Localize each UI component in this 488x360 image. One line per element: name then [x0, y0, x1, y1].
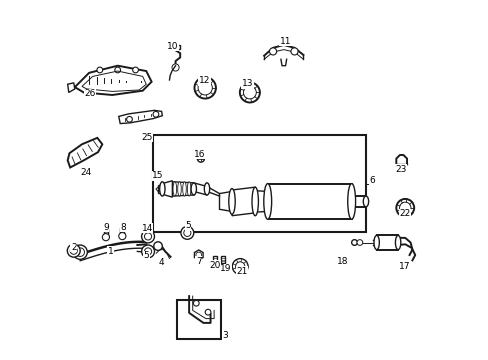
Ellipse shape	[373, 235, 379, 249]
Text: 20: 20	[209, 261, 221, 270]
Text: 25: 25	[142, 132, 153, 141]
Circle shape	[115, 67, 121, 73]
Text: 4: 4	[159, 258, 164, 267]
Polygon shape	[119, 111, 162, 123]
Text: 22: 22	[399, 210, 410, 219]
Circle shape	[197, 155, 204, 162]
Ellipse shape	[263, 184, 271, 219]
Circle shape	[102, 234, 109, 241]
Bar	[221, 256, 224, 263]
Circle shape	[193, 300, 199, 306]
Text: 3: 3	[222, 331, 227, 340]
Ellipse shape	[395, 235, 400, 249]
Circle shape	[183, 229, 190, 237]
Text: 2: 2	[71, 243, 77, 252]
Circle shape	[76, 248, 84, 256]
Text: 10: 10	[166, 41, 178, 50]
Polygon shape	[231, 187, 255, 216]
Circle shape	[144, 233, 151, 240]
Circle shape	[153, 111, 159, 117]
Bar	[153, 135, 365, 232]
Bar	[213, 256, 217, 263]
Polygon shape	[194, 250, 203, 260]
Text: 13: 13	[241, 79, 253, 88]
Circle shape	[132, 67, 138, 73]
Polygon shape	[193, 183, 206, 195]
Polygon shape	[67, 83, 75, 93]
Circle shape	[97, 67, 102, 73]
Text: 24: 24	[80, 168, 91, 177]
Ellipse shape	[363, 196, 368, 207]
Text: 17: 17	[398, 262, 409, 271]
Text: 23: 23	[394, 165, 406, 174]
Circle shape	[232, 258, 247, 274]
Bar	[172, 45, 180, 49]
Text: 5: 5	[185, 221, 190, 230]
Text: 7: 7	[196, 257, 201, 266]
Text: 12: 12	[199, 76, 210, 85]
Text: 5: 5	[143, 251, 149, 260]
Ellipse shape	[251, 187, 258, 216]
Circle shape	[73, 245, 87, 259]
Text: 21: 21	[236, 267, 247, 276]
Ellipse shape	[183, 182, 186, 196]
Polygon shape	[219, 192, 231, 211]
Text: 9: 9	[103, 222, 108, 231]
Circle shape	[243, 86, 256, 99]
Circle shape	[198, 81, 212, 95]
Circle shape	[153, 242, 162, 250]
Circle shape	[205, 309, 210, 315]
Ellipse shape	[173, 182, 176, 196]
Ellipse shape	[204, 183, 209, 195]
Text: 6: 6	[369, 176, 374, 185]
Bar	[376, 235, 397, 249]
Bar	[176, 300, 221, 339]
Bar	[158, 185, 162, 193]
Polygon shape	[162, 181, 172, 197]
Text: 14: 14	[142, 224, 153, 233]
Ellipse shape	[191, 183, 196, 195]
Ellipse shape	[187, 182, 190, 196]
Circle shape	[269, 48, 276, 55]
Text: 11: 11	[279, 37, 291, 46]
Circle shape	[194, 77, 216, 99]
Circle shape	[240, 82, 259, 103]
Circle shape	[351, 240, 357, 246]
Polygon shape	[75, 66, 151, 95]
Ellipse shape	[160, 182, 164, 196]
Circle shape	[235, 262, 244, 271]
Bar	[267, 184, 351, 219]
Text: 1: 1	[107, 247, 113, 256]
Circle shape	[67, 244, 80, 257]
Circle shape	[395, 199, 413, 217]
Ellipse shape	[177, 182, 181, 196]
Circle shape	[119, 233, 125, 240]
Circle shape	[399, 202, 410, 213]
Circle shape	[290, 48, 298, 55]
Circle shape	[356, 240, 362, 246]
Text: 15: 15	[152, 171, 163, 180]
Text: 18: 18	[336, 257, 348, 266]
Text: 26: 26	[84, 89, 96, 98]
Circle shape	[142, 245, 154, 258]
Text: 16: 16	[194, 150, 205, 159]
Bar	[120, 228, 124, 234]
Text: 8: 8	[120, 222, 126, 231]
Circle shape	[196, 252, 201, 258]
Circle shape	[70, 247, 77, 254]
Circle shape	[181, 226, 193, 239]
Circle shape	[172, 64, 179, 71]
Circle shape	[126, 116, 132, 122]
Text: 19: 19	[220, 264, 231, 273]
Circle shape	[144, 248, 151, 255]
Polygon shape	[67, 138, 102, 167]
Circle shape	[142, 230, 154, 243]
Ellipse shape	[347, 184, 355, 219]
Bar	[103, 229, 108, 235]
Ellipse shape	[228, 189, 235, 214]
